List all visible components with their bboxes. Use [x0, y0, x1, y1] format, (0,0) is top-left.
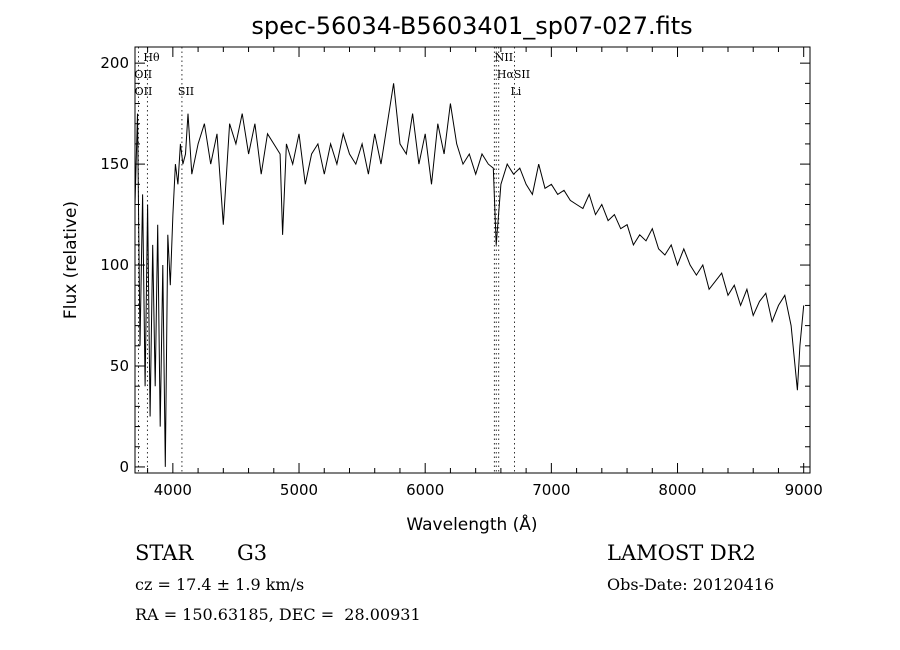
line-marker-label: NII: [495, 51, 513, 64]
x-axis-label: Wavelength (Å): [406, 513, 537, 535]
plot-frame: [134, 46, 811, 474]
line-marker-label: HαSII: [497, 68, 530, 81]
coordinates: RA = 150.63185, DEC = 28.00931: [135, 605, 421, 624]
emission-line-markers: Hθ OII OII SII NII HαSII Li: [134, 47, 530, 473]
y-tick-label: 150: [100, 155, 129, 173]
y-tick-label: 0: [119, 458, 129, 476]
line-marker-label: OII: [135, 85, 153, 98]
axis-ticks: [135, 47, 810, 473]
object-class: STAR: [135, 541, 194, 565]
y-tick-label: 50: [110, 357, 129, 375]
line-marker-label: SII: [178, 85, 194, 98]
x-tick-label: 5000: [280, 481, 318, 499]
spectrum-line: [134, 83, 805, 467]
x-tick-label: 8000: [658, 481, 696, 499]
redshift-value: cz = 17.4 ± 1.9 km/s: [135, 575, 305, 594]
y-tick-label: 200: [100, 54, 129, 72]
y-tick-label: 100: [100, 256, 129, 274]
obs-date: Obs-Date: 20120416: [607, 575, 775, 594]
y-axis-label: Flux (relative): [61, 201, 81, 319]
x-tick-label: 9000: [785, 481, 823, 499]
tick-labels: 4000 5000 6000 7000 8000 9000 0 50 100 150 200: [100, 54, 822, 499]
line-marker-label: Hθ: [143, 51, 160, 64]
line-marker-label: OII: [134, 68, 152, 81]
x-tick-label: 6000: [406, 481, 444, 499]
x-tick-label: 7000: [532, 481, 570, 499]
survey-name: LAMOST DR2: [607, 541, 756, 565]
chart-title: spec-56034-B5603401_sp07-027.fits: [251, 12, 692, 40]
subclass: G3: [237, 541, 268, 565]
x-tick-label: 4000: [154, 481, 192, 499]
line-marker-label: Li: [511, 85, 522, 98]
